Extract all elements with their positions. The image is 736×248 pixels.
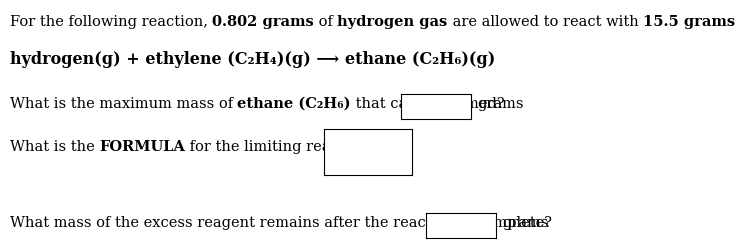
Text: What is the maximum mass of: What is the maximum mass of [10,97,237,111]
Text: for the limiting reagent?: for the limiting reagent? [185,140,372,154]
Text: 0.802 grams: 0.802 grams [212,15,314,29]
Text: 15.5 grams: 15.5 grams [643,15,735,29]
Text: hydrogen(g) + ethylene (C₂H₄)(g) ⟶ ethane (C₂H₆)(g): hydrogen(g) + ethylene (C₂H₄)(g) ⟶ ethan… [10,52,495,68]
Text: hydrogen gas: hydrogen gas [337,15,447,29]
Text: What is the: What is the [10,140,99,154]
Text: of: of [314,15,337,29]
Text: are allowed to react with: are allowed to react with [447,15,643,29]
Text: FORMULA: FORMULA [99,140,185,154]
Text: grams: grams [477,97,523,111]
Text: grams: grams [503,216,549,230]
Text: of: of [735,15,736,29]
Text: ethane (C₂H₆): ethane (C₂H₆) [237,97,351,111]
Text: What mass of the excess reagent remains after the reaction is complete?: What mass of the excess reagent remains … [10,216,551,230]
Text: that can be formed?: that can be formed? [351,97,504,111]
Text: For the following reaction,: For the following reaction, [10,15,212,29]
